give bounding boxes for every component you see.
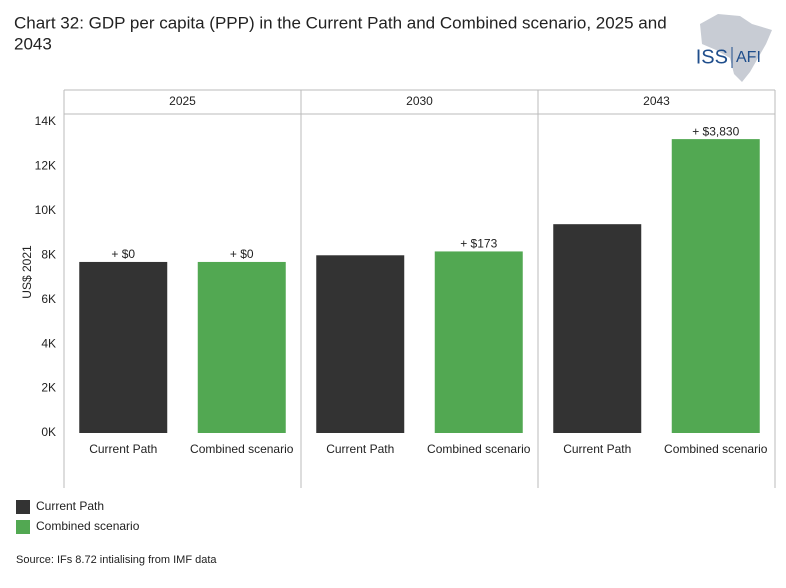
x-tick-label: Combined scenario: [427, 442, 531, 456]
x-tick-label: Current Path: [89, 442, 157, 456]
bar-annotation: + $0: [230, 247, 254, 261]
facet-label: 2030: [406, 94, 433, 108]
x-tick-label: Current Path: [326, 442, 394, 456]
x-tick-label: Combined scenario: [664, 442, 768, 456]
y-tick-label: 0K: [41, 425, 56, 439]
legend-swatch: [16, 520, 30, 534]
bar: [79, 261, 168, 433]
y-tick-label: 8K: [41, 247, 56, 261]
y-tick-label: 6K: [41, 292, 56, 306]
chart-title-line2: 2043: [14, 34, 52, 53]
x-tick-label: Combined scenario: [190, 442, 294, 456]
x-tick-label: Current Path: [563, 442, 631, 456]
y-tick-label: 14K: [35, 114, 56, 128]
facet-label: 2025: [169, 94, 196, 108]
source: Source: IFs 8.72 intialising from IMF da…: [16, 554, 217, 566]
y-tick-label: 12K: [35, 159, 56, 173]
logo-shape: [700, 14, 772, 82]
bar-annotation: + $3,830: [692, 124, 739, 138]
y-tick-label: 10K: [35, 203, 56, 217]
facet-label: 2043: [643, 94, 670, 108]
logo: ISS AFI: [696, 14, 772, 82]
chart-title-line1: Chart 32: GDP per capita (PPP) in the Cu…: [14, 13, 667, 32]
y-axis-title: US$ 2021: [20, 245, 34, 299]
legend-label: Combined scenario: [36, 519, 140, 533]
y-tick-label: 2K: [41, 381, 56, 395]
bar: [197, 261, 286, 433]
logo-iss: ISS: [696, 46, 728, 68]
logo-afi: AFI: [736, 49, 761, 66]
legend-swatch: [16, 500, 30, 514]
bar: [434, 251, 523, 433]
bar: [316, 255, 405, 433]
legend-label: Current Path: [36, 499, 104, 513]
bar-annotation: + $0: [111, 247, 135, 261]
bar-annotation: + $173: [460, 237, 497, 251]
bar: [671, 139, 760, 434]
bar: [553, 224, 642, 433]
y-tick-label: 4K: [41, 336, 56, 350]
